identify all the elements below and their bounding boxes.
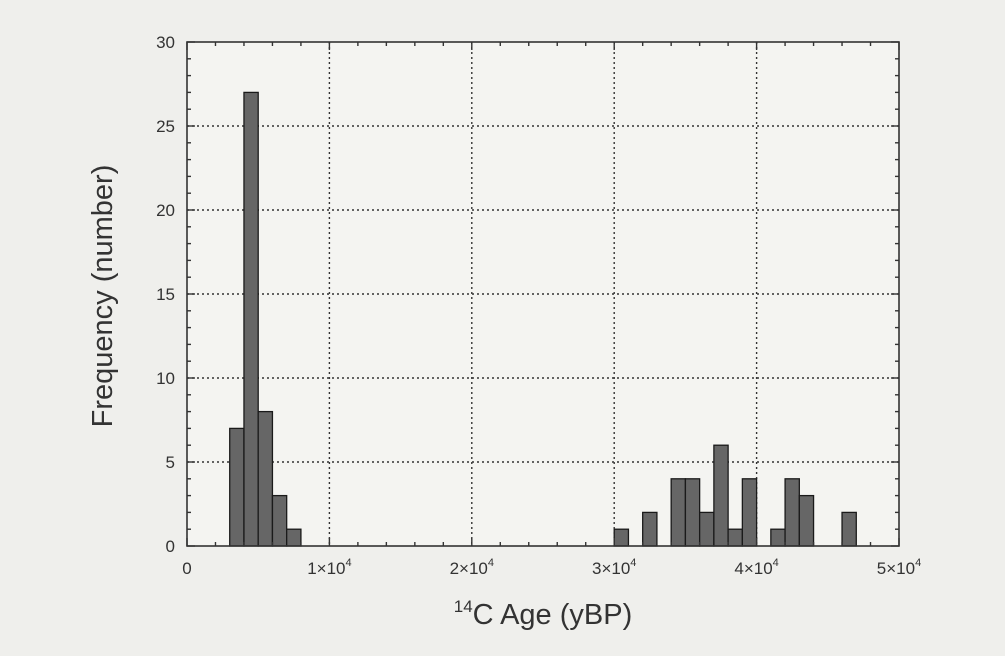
x-tick-label: 3×104 <box>592 557 636 578</box>
histogram-bar <box>684 478 701 547</box>
y-tick-label: 30 <box>156 33 175 52</box>
histogram-bar <box>613 528 630 547</box>
y-tick-label: 0 <box>166 537 175 556</box>
histogram-bar <box>271 494 288 547</box>
histogram-bar <box>727 528 744 547</box>
histogram-bar <box>243 91 259 547</box>
histogram-bar <box>841 511 857 547</box>
x-tick-labels: 0 1×104 2×104 3×104 4×104 5×104 <box>182 557 921 578</box>
histogram-bar <box>286 528 302 547</box>
x-axis-title-superscript: 14 <box>454 597 473 616</box>
histogram-bar <box>784 478 800 547</box>
y-tick-label: 15 <box>156 285 175 304</box>
x-tick-label: 1×104 <box>307 557 351 578</box>
histogram-bar <box>257 410 274 547</box>
histogram-bar <box>713 444 729 547</box>
histogram-bar <box>670 478 687 547</box>
y-axis-title: Frequency (number) <box>87 165 119 428</box>
histogram-bar <box>642 511 658 547</box>
x-tick-label: 0 <box>182 559 191 578</box>
histogram-bar <box>229 427 245 547</box>
x-tick-label: 5×104 <box>877 557 921 578</box>
histogram-bar <box>770 528 786 547</box>
histogram-bar <box>798 494 815 547</box>
tick-marks <box>186 41 900 547</box>
y-tick-label: 25 <box>156 117 175 136</box>
histogram-bar <box>741 478 758 547</box>
grid-lines <box>187 42 899 546</box>
y-tick-labels: 0 5 10 15 20 25 30 <box>156 33 175 556</box>
histogram-bar <box>698 511 715 547</box>
bar-series <box>229 91 857 547</box>
x-axis-title-main: C Age (yBP) <box>473 599 633 631</box>
y-tick-label: 10 <box>156 369 175 388</box>
y-tick-label: 5 <box>166 453 175 472</box>
x-tick-label: 2×104 <box>450 557 494 578</box>
y-tick-label: 20 <box>156 201 175 220</box>
x-tick-label: 4×104 <box>734 557 778 578</box>
x-axis-title: 14C Age (yBP) <box>454 597 632 631</box>
